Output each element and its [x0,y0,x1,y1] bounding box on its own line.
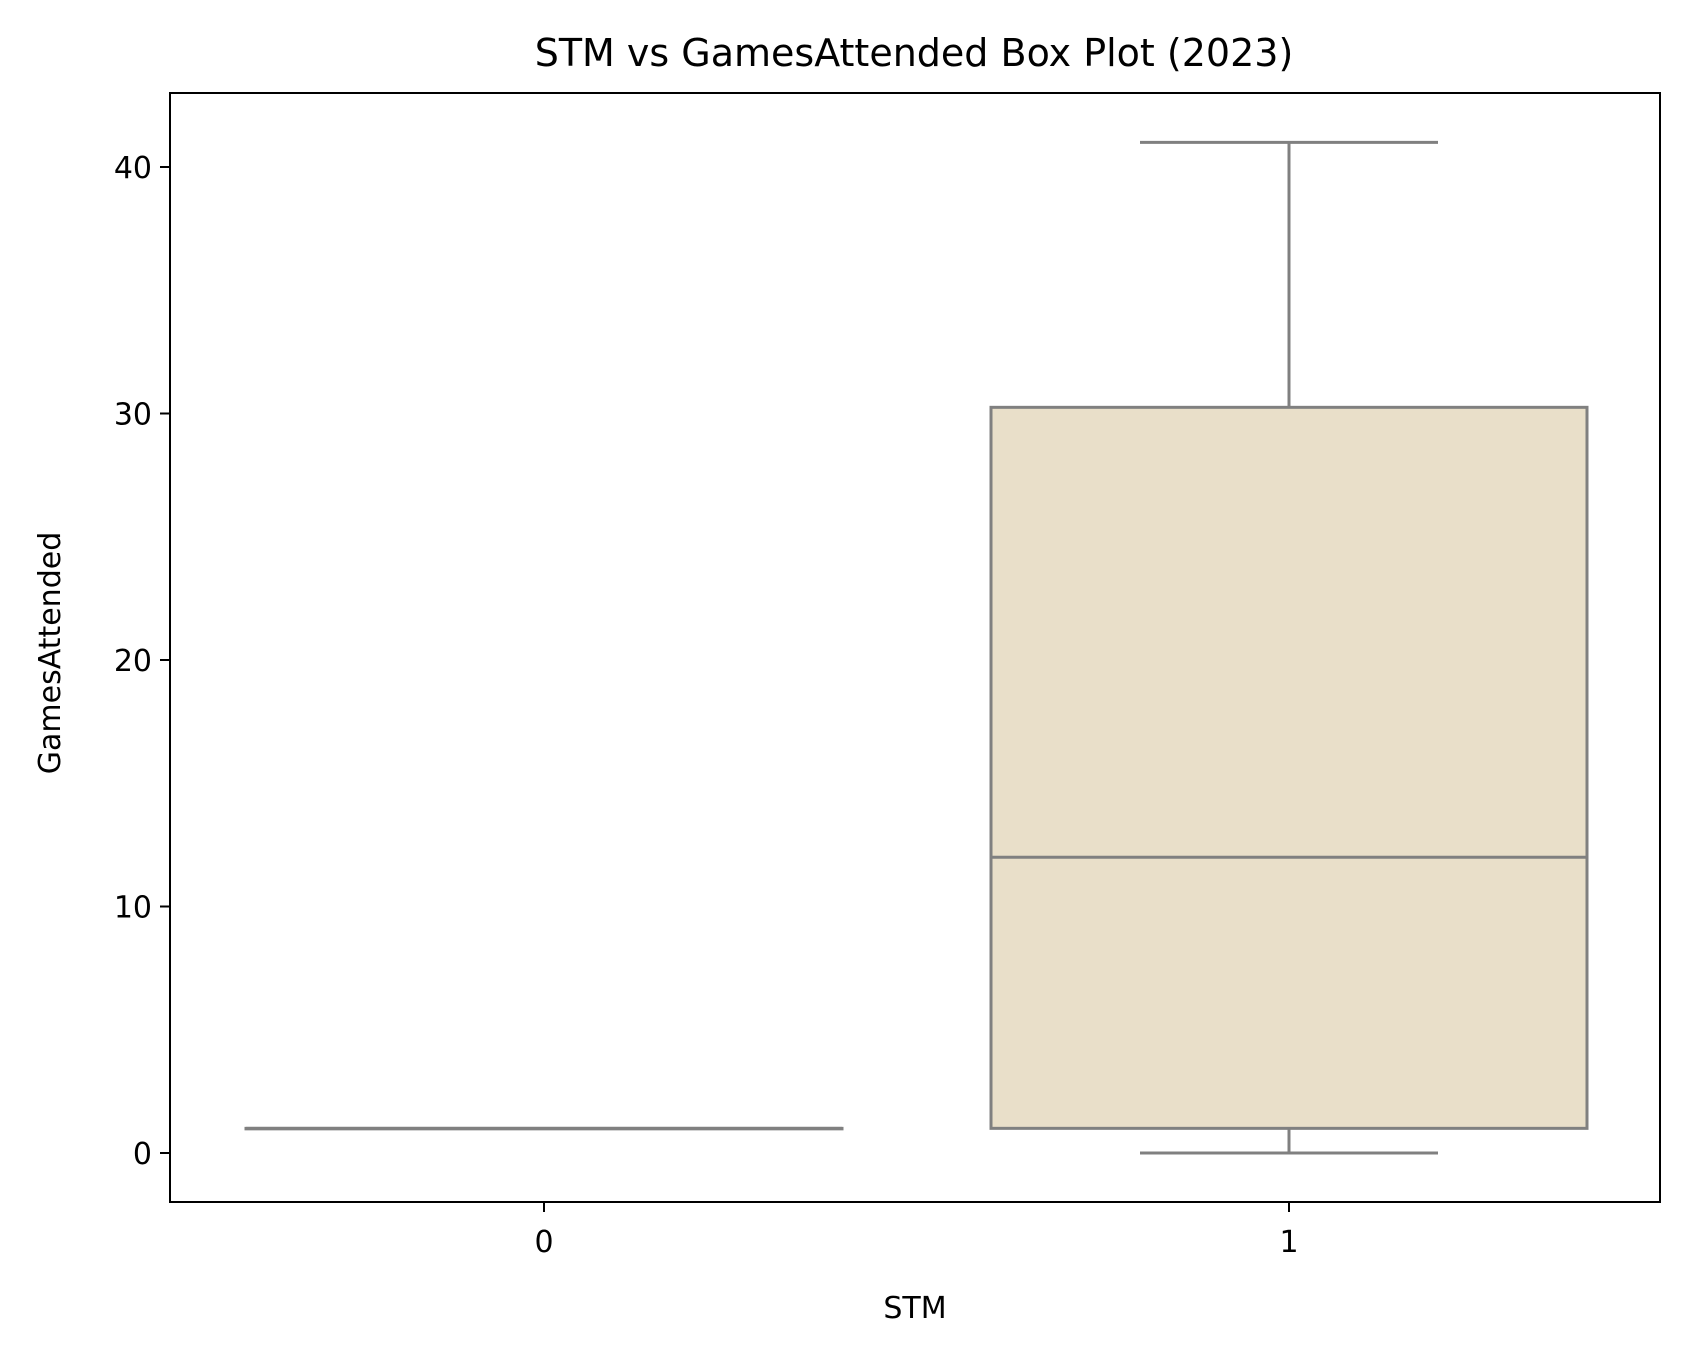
box-group-1 [989,140,1589,1155]
y-tick-label: 30 [114,398,152,433]
plot-frame [169,92,1661,1203]
y-axis: 0 10 20 30 40 [114,151,170,1172]
x-axis-label: STM [883,1291,946,1326]
y-tick-label: 10 [114,891,152,926]
x-tick-label: 1 [1279,1225,1298,1260]
y-axis-label: GamesAttended [33,532,68,774]
y-tick-label: 40 [114,151,152,186]
box-body [989,405,1589,1130]
x-tick-label: 0 [534,1225,553,1260]
plot-marks [244,140,1589,1155]
y-tick-label: 0 [133,1137,152,1172]
y-tick-label: 20 [114,644,152,679]
chart-title: STM vs GamesAttended Box Plot (2023) [535,31,1294,75]
box-group-0 [244,1126,844,1131]
